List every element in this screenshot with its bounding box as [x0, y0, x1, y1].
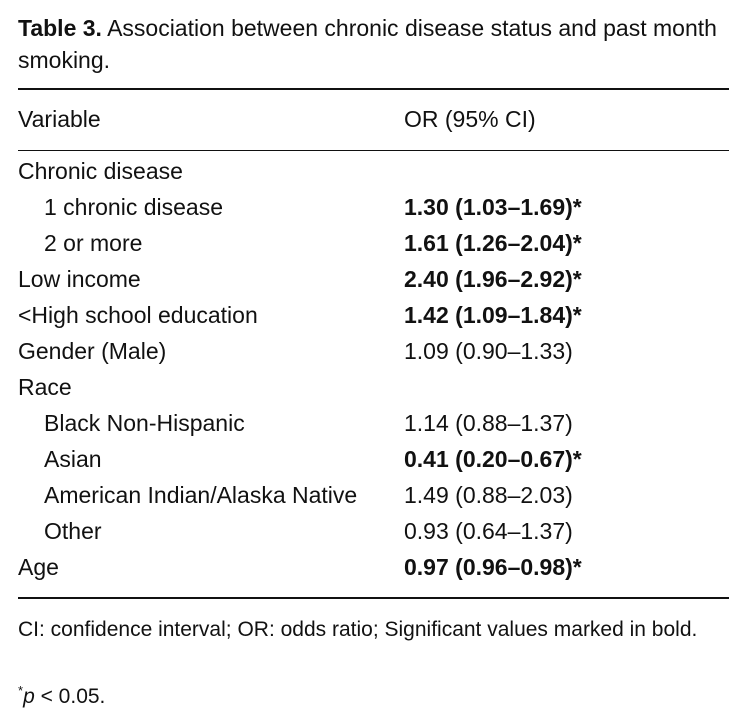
variable-cell: American Indian/Alaska Native	[44, 482, 358, 508]
table-row: Gender (Male) 1.09 (0.90–1.33)	[0, 336, 746, 371]
table-row: Age 0.97 (0.96–0.98)*	[0, 552, 746, 587]
variable-cell: 2 or more	[44, 230, 143, 256]
table-row: Black Non-Hispanic 1.14 (0.88–1.37)	[0, 408, 746, 443]
table-caption: Table 3. Association between chronic dis…	[18, 12, 730, 76]
variable-cell: Low income	[18, 266, 141, 292]
table-row: 1 chronic disease 1.30 (1.03–1.69)*	[0, 192, 746, 227]
footnote-p: p	[23, 685, 35, 708]
variable-cell: Chronic disease	[18, 158, 183, 184]
footnote-marker: *	[18, 683, 24, 698]
or-cell: 0.93 (0.64–1.37)	[404, 518, 573, 544]
table-number: Table 3.	[18, 15, 102, 41]
header-or: OR (95% CI)	[404, 106, 536, 132]
or-cell: 0.41 (0.20–0.67)*	[404, 446, 582, 472]
table-row: Asian 0.41 (0.20–0.67)*	[0, 444, 746, 479]
variable-cell: Age	[18, 554, 59, 580]
table-row: Chronic disease	[0, 156, 746, 191]
table-row: Race	[0, 372, 746, 407]
footnote-significance: *p < 0.05.	[18, 676, 718, 712]
header-rule	[18, 150, 729, 151]
variable-cell: Other	[44, 518, 102, 544]
footnote-abbreviations: CI: confidence interval; OR: odds ratio;…	[18, 618, 698, 641]
table-row: 2 or more 1.61 (1.26–2.04)*	[0, 228, 746, 263]
table-row: Low income 2.40 (1.96–2.92)*	[0, 264, 746, 299]
table-row: <High school education 1.42 (1.09–1.84)*	[0, 300, 746, 335]
variable-cell: Black Non-Hispanic	[44, 410, 245, 436]
or-cell: 1.61 (1.26–2.04)*	[404, 230, 582, 256]
variable-cell: Gender (Male)	[18, 338, 167, 364]
or-cell: 1.49 (0.88–2.03)	[404, 482, 573, 508]
bottom-rule	[18, 597, 729, 599]
or-cell: 1.14 (0.88–1.37)	[404, 410, 573, 436]
table-row: Other 0.93 (0.64–1.37)	[0, 516, 746, 551]
variable-cell: Asian	[44, 446, 102, 472]
variable-cell: <High school education	[18, 302, 258, 328]
footnote-threshold: < 0.05.	[34, 685, 106, 708]
header-variable: Variable	[18, 106, 101, 132]
or-cell: 1.42 (1.09–1.84)*	[404, 302, 582, 328]
or-cell: 0.97 (0.96–0.98)*	[404, 554, 582, 580]
table-row: American Indian/Alaska Native 1.49 (0.88–…	[0, 480, 746, 515]
table-title: Association between chronic disease stat…	[18, 15, 717, 73]
variable-cell: Race	[18, 374, 72, 400]
or-cell: 2.40 (1.96–2.92)*	[404, 266, 582, 292]
or-cell: 1.30 (1.03–1.69)*	[404, 194, 582, 220]
or-cell: 1.09 (0.90–1.33)	[404, 338, 573, 364]
top-rule	[18, 88, 729, 90]
variable-cell: 1 chronic disease	[44, 194, 223, 220]
